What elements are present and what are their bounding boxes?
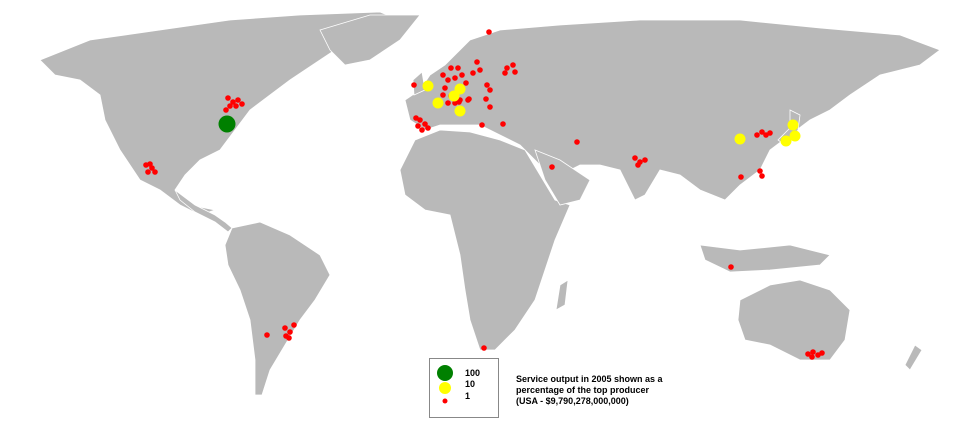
marker-1-percent xyxy=(481,345,487,351)
marker-1-percent xyxy=(767,130,773,136)
legend-marker-10 xyxy=(439,382,451,394)
marker-1-percent xyxy=(287,329,293,335)
arabia xyxy=(534,149,591,206)
marker-1-percent xyxy=(574,139,580,145)
caption-line-3: (USA - $9,790,278,000,000) xyxy=(516,396,629,406)
marker-1-percent xyxy=(227,103,233,109)
marker-1-percent xyxy=(230,99,236,105)
marker-1-percent xyxy=(239,101,245,107)
marker-1-percent xyxy=(738,174,744,180)
marker-1-percent xyxy=(286,335,292,341)
marker-1-percent xyxy=(810,349,816,355)
marker-1-percent xyxy=(440,92,446,98)
marker-1-percent xyxy=(549,164,555,170)
marker-10-percent xyxy=(432,97,444,109)
marker-1-percent xyxy=(470,70,476,76)
marker-1-percent xyxy=(512,69,518,75)
marker-10-percent xyxy=(422,80,434,92)
marker-1-percent xyxy=(757,168,763,174)
marker-1-percent xyxy=(440,72,446,78)
marker-1-percent xyxy=(223,107,229,113)
greenland xyxy=(319,14,421,66)
new-zealand xyxy=(904,344,923,371)
marker-1-percent xyxy=(282,325,288,331)
marker-1-percent xyxy=(484,82,490,88)
marker-1-percent xyxy=(452,100,458,106)
southeast-asia-islands xyxy=(699,244,831,273)
marker-1-percent xyxy=(147,161,153,167)
marker-1-percent xyxy=(459,72,465,78)
marker-1-percent xyxy=(466,96,472,102)
marker-10-percent xyxy=(454,105,466,117)
marker-1-percent xyxy=(291,322,297,328)
marker-1-percent xyxy=(152,169,158,175)
marker-1-percent xyxy=(145,169,151,175)
marker-1-percent xyxy=(642,157,648,163)
marker-10-percent xyxy=(789,130,801,142)
africa xyxy=(399,129,571,351)
marker-1-percent xyxy=(500,121,506,127)
marker-1-percent xyxy=(504,65,510,71)
marker-1-percent xyxy=(502,70,508,76)
marker-1-percent xyxy=(425,125,431,131)
marker-1-percent xyxy=(805,351,811,357)
marker-1-percent xyxy=(411,82,417,88)
north-america xyxy=(39,11,402,216)
marker-1-percent xyxy=(448,65,454,71)
marker-1-percent xyxy=(486,29,492,35)
marker-1-percent xyxy=(445,77,451,83)
australia xyxy=(737,279,851,361)
marker-1-percent xyxy=(235,97,241,103)
marker-1-percent xyxy=(233,103,239,109)
legend-caption: Service output in 2005 shown as a percen… xyxy=(516,374,676,407)
marker-1-percent xyxy=(419,127,425,133)
land-masses xyxy=(39,11,941,396)
marker-1-percent xyxy=(415,123,421,129)
marker-1-percent xyxy=(510,62,516,68)
caption-line-2: percentage of the top producer xyxy=(516,385,650,395)
marker-1-percent xyxy=(452,75,458,81)
marker-1-percent xyxy=(477,67,483,73)
legend-marker-100 xyxy=(437,365,453,381)
south-america xyxy=(224,221,331,396)
marker-10-percent xyxy=(734,133,746,145)
marker-1-percent xyxy=(225,95,231,101)
legend-marker-1 xyxy=(442,398,448,404)
central-america xyxy=(174,189,233,233)
marker-1-percent xyxy=(442,85,448,91)
marker-1-percent xyxy=(445,100,451,106)
legend-label-1: 1 xyxy=(465,391,471,401)
marker-1-percent xyxy=(474,59,480,65)
legend-label-100: 100 xyxy=(465,368,481,378)
madagascar xyxy=(555,279,569,311)
marker-10-percent xyxy=(787,119,799,131)
marker-1-percent xyxy=(759,173,765,179)
legend-label-10: 10 xyxy=(465,379,476,389)
marker-1-percent xyxy=(487,104,493,110)
marker-1-percent xyxy=(487,87,493,93)
marker-1-percent xyxy=(728,264,734,270)
marker-10-percent xyxy=(448,90,460,102)
marker-1-percent xyxy=(422,121,428,127)
marker-1-percent xyxy=(264,332,270,338)
caption-line-1: Service output in 2005 shown as a xyxy=(516,374,663,384)
legend: 100 10 1 xyxy=(429,358,499,418)
production-markers xyxy=(143,29,825,360)
marker-1-percent xyxy=(479,122,485,128)
legend-symbols xyxy=(437,365,453,404)
marker-1-percent xyxy=(809,354,815,360)
marker-1-percent xyxy=(759,129,765,135)
marker-1-percent xyxy=(483,96,489,102)
marker-1-percent xyxy=(819,350,825,356)
marker-100-percent xyxy=(218,115,236,133)
marker-10-percent xyxy=(780,135,792,147)
marker-1-percent xyxy=(635,162,641,168)
marker-1-percent xyxy=(754,132,760,138)
marker-1-percent xyxy=(632,155,638,161)
marker-1-percent xyxy=(413,115,419,121)
marker-1-percent xyxy=(463,80,469,86)
marker-1-percent xyxy=(455,65,461,71)
